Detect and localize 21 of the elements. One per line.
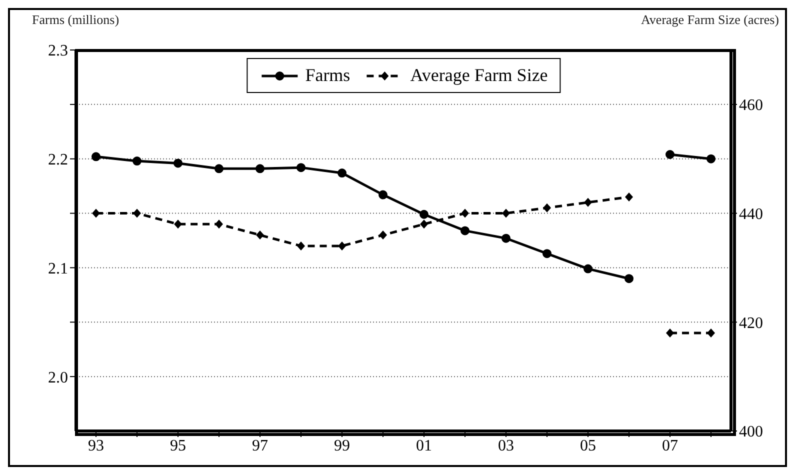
figure-frame: Farms (millions) Average Farm Size (acres) 93 95 97 99 01 03 05 07 2.0 2.1 2.2 2.3 400 420 440 460 Farms Average Farm Size xyxy=(8,8,787,467)
x-tick-label: 95 xyxy=(170,437,186,454)
x-tick-label: 07 xyxy=(662,437,678,454)
x-tick-label: 93 xyxy=(88,437,104,454)
x-tick-label: 03 xyxy=(498,437,514,454)
y-tick-label: 2.3 xyxy=(48,42,68,60)
y2-tick-label: 440 xyxy=(739,206,763,223)
x-tick-label: 97 xyxy=(252,437,268,454)
y2-tick-label: 460 xyxy=(739,97,763,114)
y-tick-label: 2.1 xyxy=(48,260,68,278)
y2-axis-title: Average Farm Size (acres) xyxy=(641,12,779,28)
y-tick-label: 2.2 xyxy=(48,152,68,169)
y2-tick-label: 420 xyxy=(739,314,763,332)
x-tick-label: 05 xyxy=(580,437,596,454)
x-tick-label: 01 xyxy=(416,437,432,454)
legend-label: Average Farm Size xyxy=(410,65,548,86)
y-tick-label: 2.0 xyxy=(48,369,68,386)
y-axis-title: Farms (millions) xyxy=(32,12,120,28)
y2-tick-label: 400 xyxy=(739,424,763,441)
x-tick-label: 99 xyxy=(334,437,350,454)
legend-label: Farms xyxy=(305,65,350,86)
